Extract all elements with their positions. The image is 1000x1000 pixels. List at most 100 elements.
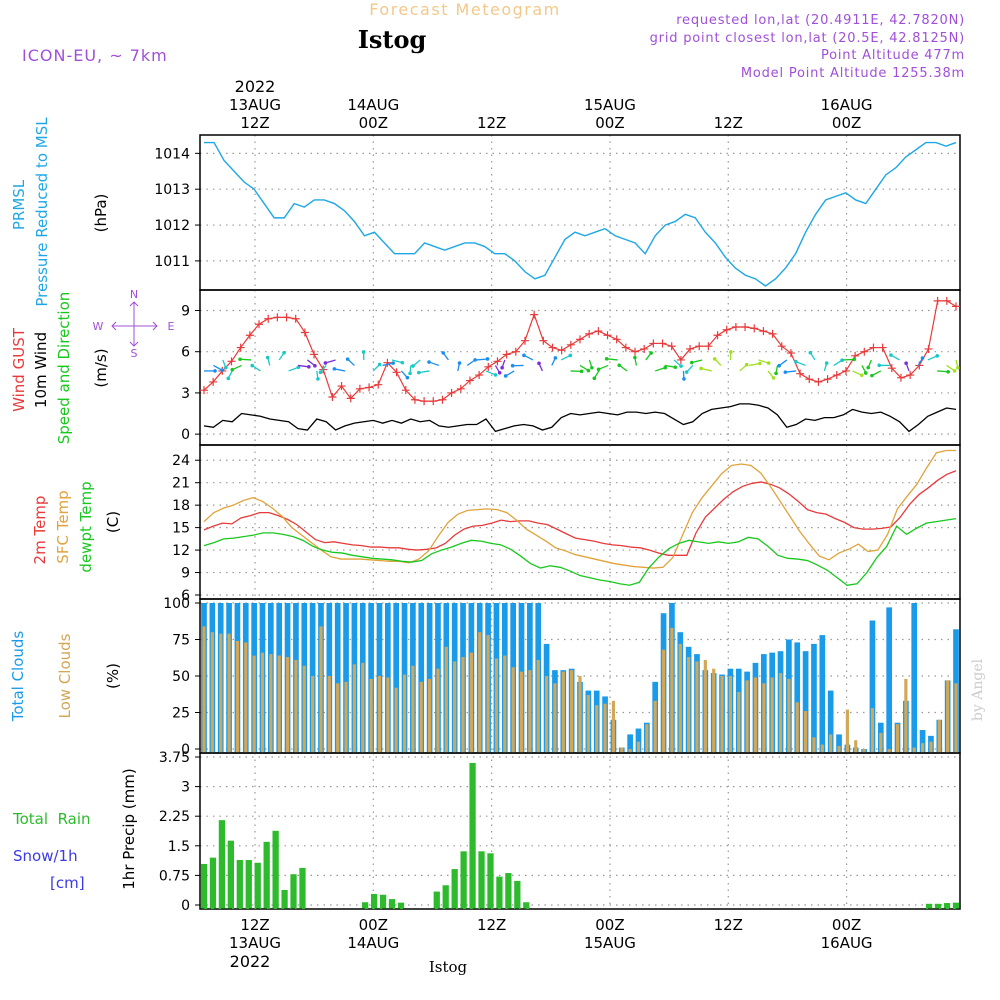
wind-arrow-head	[391, 361, 395, 365]
wind-arrow-head	[824, 361, 829, 365]
low-cloud-bar	[478, 632, 482, 753]
low-cloud-bar	[895, 724, 900, 753]
bottom-axis-hour: 12Z	[477, 916, 506, 934]
gust-marker	[796, 369, 805, 378]
top-axis-hour: 00Z	[359, 114, 388, 132]
wind-label-a: Wind GUST	[10, 327, 28, 412]
rain-bar	[514, 880, 521, 909]
gust-marker	[759, 327, 768, 336]
total-cloud-bar	[368, 603, 374, 753]
gust-marker	[245, 331, 254, 340]
wind-arrow-head	[935, 354, 940, 358]
gust-marker	[704, 342, 713, 351]
wind-arrow-head	[408, 371, 412, 376]
precip-ylabel: 1hr Precip (mm)	[120, 768, 138, 889]
pressure-panel: 1011 1012 1013 1014	[154, 134, 961, 291]
low-cloud-bar	[519, 671, 524, 753]
pressure-line	[204, 141, 957, 287]
gust-marker	[383, 358, 392, 367]
wind-label-c: Speed and Direction	[55, 292, 73, 445]
bottom-axis-date: 16AUG	[821, 934, 873, 952]
gust-marker	[814, 377, 823, 386]
low-cloud-bar	[620, 747, 624, 753]
wind-arrow-head	[774, 371, 778, 376]
wind-arrow-head	[617, 363, 622, 368]
wind-arrow-head	[522, 353, 526, 358]
wind-arrow-head	[877, 363, 882, 368]
pressure-label-a: PRMSL	[10, 179, 28, 230]
gridpoint-coords: grid point closest lon,lat (20.5E, 42.81…	[650, 31, 965, 46]
gust-marker	[255, 320, 264, 329]
bottom-axis-date: 15AUG	[584, 934, 636, 952]
gust-marker	[557, 346, 566, 355]
gust-marker	[282, 313, 291, 322]
wind-arrow-head	[473, 358, 477, 362]
gust-marker	[438, 395, 447, 404]
low-cloud-bar	[469, 652, 473, 753]
bottom-axis-date: 13AUG	[229, 934, 281, 952]
wind-arrow-head	[230, 367, 235, 372]
temp-label-b: SFC Temp	[54, 490, 72, 563]
low-cloud-bar	[352, 664, 356, 753]
low-cloud-bar	[628, 749, 632, 753]
pressure-panel-labels: PRMSL Pressure Reduced to MSL (hPa)	[10, 117, 110, 307]
top-axis-hour: 12Z	[477, 114, 506, 132]
low-cloud-bar	[937, 719, 941, 753]
total-cloud-bar	[827, 690, 834, 753]
low-cloud-bar	[611, 700, 616, 753]
gust-marker	[291, 314, 300, 323]
wind-arrow-head	[497, 371, 502, 375]
gust-marker	[520, 336, 529, 345]
y-tick-label: 1013	[154, 182, 190, 198]
gust-marker	[493, 357, 502, 366]
precip-label-a: Total Rain	[12, 810, 91, 828]
y-tick-label: 0.75	[159, 868, 190, 884]
wind-arrow-head	[852, 357, 856, 362]
wind-arrow	[937, 370, 949, 373]
wind-arrow-head	[689, 360, 694, 365]
wind10m-line	[203, 403, 957, 433]
gust-marker	[786, 349, 795, 358]
wind-arrow-head	[952, 369, 957, 373]
wind-arrow-head	[744, 362, 749, 367]
total-cloud-bar	[869, 620, 876, 753]
bottom-axis-date: 14AUG	[347, 934, 399, 952]
wind-panel-labels: Wind GUST 10m Wind Speed and Direction (…	[10, 288, 175, 444]
low-cloud-bar	[336, 683, 340, 753]
y-tick-label: 2.25	[159, 809, 190, 825]
gust-marker	[328, 393, 337, 402]
low-cloud-bar	[294, 659, 298, 753]
low-cloud-bar	[202, 626, 206, 753]
wind-arrow-head	[313, 363, 317, 368]
wind-arrow	[240, 358, 252, 361]
low-cloud-bar	[210, 632, 214, 753]
y-tick-label: 9	[181, 566, 190, 582]
temp-panel-labels: 2m Temp SFC Temp dewpt Temp (C)	[31, 481, 122, 572]
low-cloud-bar	[561, 671, 565, 753]
cloud-panel-labels: Total Clouds Low Clouds (%)	[9, 631, 122, 723]
low-cloud-bar	[687, 657, 691, 753]
top-axis-hour: 12Z	[714, 114, 743, 132]
total-cloud-bar	[819, 635, 826, 753]
y-tick-label: 21	[172, 476, 190, 492]
y-tick-label: 18	[172, 498, 190, 514]
wind-arrow-head	[633, 355, 637, 360]
top-axis-date: 14AUG	[347, 96, 399, 114]
low-cloud-bar	[344, 681, 348, 753]
rain-bar	[245, 860, 252, 909]
wind-arrow-head	[766, 361, 771, 365]
wind-arrow-head	[332, 367, 337, 371]
gust-marker	[768, 329, 777, 338]
gust-marker	[722, 325, 731, 334]
low-cloud-bar	[377, 676, 382, 753]
bottom-axis-hour: 12Z	[714, 916, 743, 934]
rain-bar	[218, 820, 226, 909]
compass-n: N	[130, 288, 138, 301]
y-tick-label: 3	[181, 386, 190, 402]
gust-marker	[878, 343, 887, 352]
total-cloud-bar	[886, 607, 892, 753]
wind-arrow	[843, 358, 855, 361]
gust-marker	[741, 322, 750, 331]
low-cloud-bar	[837, 746, 841, 753]
